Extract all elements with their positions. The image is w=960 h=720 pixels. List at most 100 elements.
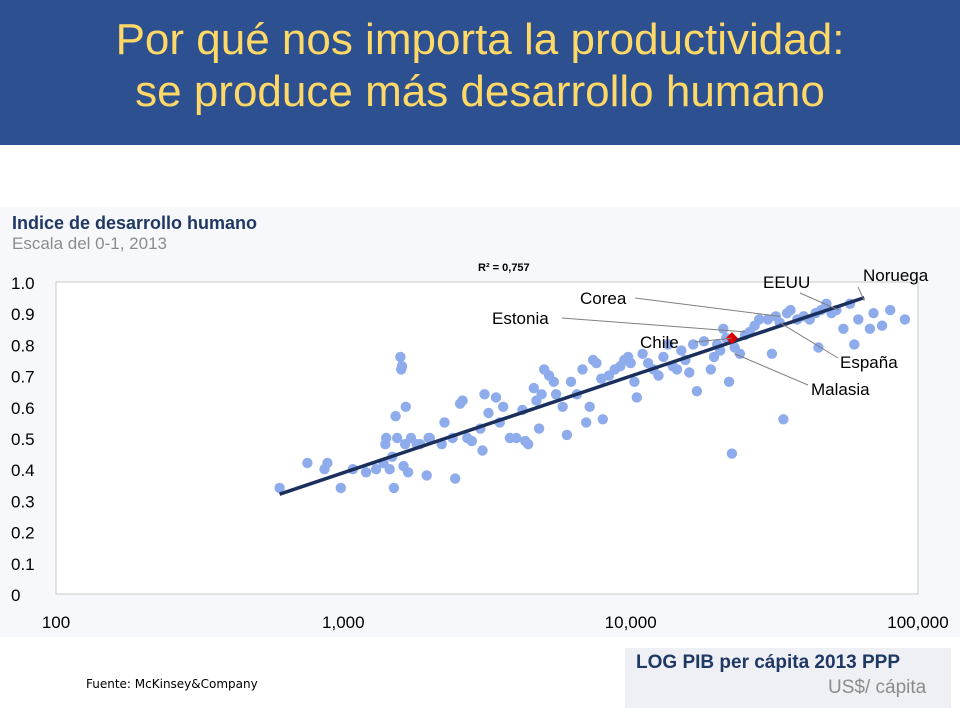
data-point xyxy=(396,361,408,372)
country-label: España xyxy=(840,353,898,372)
data-point xyxy=(625,357,636,369)
data-point xyxy=(821,298,832,309)
data-point xyxy=(868,308,879,319)
data-point xyxy=(688,339,699,350)
data-point xyxy=(548,376,559,387)
country-label: Corea xyxy=(580,289,627,308)
slide-title-line2: se produce más desarrollo humano xyxy=(135,67,825,116)
data-point xyxy=(477,445,488,456)
data-point xyxy=(565,376,577,387)
y-tick-label: 0.2 xyxy=(11,524,35,543)
data-point xyxy=(684,367,695,378)
r2-label: R² = 0,757 xyxy=(478,262,530,274)
label-leader-line xyxy=(561,317,746,333)
country-label: EEUU xyxy=(763,273,810,292)
data-point xyxy=(864,323,876,334)
data-point xyxy=(849,339,860,350)
data-point xyxy=(498,401,509,412)
data-point xyxy=(370,464,382,475)
data-point xyxy=(450,473,461,484)
data-point xyxy=(392,432,403,444)
slide-title-line1: Por qué nos importa la productividad: xyxy=(115,15,845,64)
data-point xyxy=(360,467,372,478)
data-point xyxy=(511,432,522,444)
slide-title: Por qué nos importa la productividad: se… xyxy=(0,14,960,118)
data-point xyxy=(785,304,796,316)
data-point xyxy=(691,386,703,397)
data-point xyxy=(718,323,729,334)
data-point xyxy=(653,370,664,381)
label-leader-line xyxy=(779,322,839,359)
y-tick-label: 0.7 xyxy=(11,368,35,387)
data-point xyxy=(302,457,313,469)
label-leader-line xyxy=(799,292,839,311)
y-tick-label: 0.3 xyxy=(11,492,35,511)
data-point xyxy=(490,392,502,403)
data-point xyxy=(384,464,395,475)
data-point xyxy=(381,432,392,444)
data-point xyxy=(597,414,608,425)
data-point xyxy=(536,389,547,400)
data-point xyxy=(853,314,864,325)
y-tick-label: 0.1 xyxy=(11,555,35,574)
data-point xyxy=(885,304,896,316)
data-point xyxy=(533,423,545,434)
plot-area xyxy=(55,281,919,595)
data-point xyxy=(726,448,738,459)
x-tick-label: 100,000 xyxy=(887,613,948,632)
data-point xyxy=(734,348,746,359)
y-tick-label: 1.0 xyxy=(11,274,35,293)
data-point xyxy=(395,351,406,363)
data-point xyxy=(388,482,400,494)
data-point xyxy=(662,339,674,350)
data-point xyxy=(400,401,411,412)
data-point xyxy=(479,389,490,400)
data-point xyxy=(561,429,573,441)
data-point xyxy=(274,482,285,494)
x-axis-title: LOG PIB per cápita 2013 PPP xyxy=(636,652,900,673)
country-label: Malasia xyxy=(811,380,870,399)
y-tick-label: 0.6 xyxy=(11,399,35,418)
y-tick-label: 0 xyxy=(11,586,20,605)
country-label: Estonia xyxy=(492,309,549,328)
data-point xyxy=(838,323,849,334)
x-axis-title-box xyxy=(625,648,951,708)
x-tick-label: 1,000 xyxy=(322,613,365,632)
data-point xyxy=(577,364,588,375)
slide-header: Por qué nos importa la productividad: se… xyxy=(0,0,960,145)
data-point xyxy=(424,432,435,444)
data-point xyxy=(483,407,494,419)
data-point xyxy=(528,382,539,394)
chart-title: Indice de desarrollo humano xyxy=(12,213,258,233)
data-point xyxy=(439,417,450,428)
data-point xyxy=(676,345,687,356)
data-point xyxy=(762,314,773,325)
data-point xyxy=(550,389,562,400)
label-leader-line xyxy=(734,353,809,386)
data-point xyxy=(457,395,468,406)
data-point xyxy=(876,320,888,331)
data-point xyxy=(557,401,568,412)
data-point xyxy=(723,376,735,387)
trend-line xyxy=(279,295,865,496)
data-point xyxy=(581,417,592,428)
country-label: Chile xyxy=(640,333,679,352)
data-point xyxy=(584,401,595,412)
data-point xyxy=(631,392,642,403)
x-axis-unit: US$/ cápita xyxy=(828,677,927,698)
data-point xyxy=(705,364,716,375)
label-leader-line xyxy=(634,297,780,317)
data-point xyxy=(754,314,765,325)
country-label: Noruega xyxy=(863,266,929,285)
data-point xyxy=(322,457,333,469)
data-point xyxy=(335,482,346,494)
y-tick-label: 0.4 xyxy=(11,461,35,480)
data-point xyxy=(629,376,640,387)
data-point xyxy=(591,357,602,369)
data-point xyxy=(637,348,648,359)
data-point xyxy=(402,467,414,478)
source-note: Fuente: McKinsey&Company xyxy=(86,677,258,691)
x-tick-label: 10,000 xyxy=(605,613,657,632)
label-leader-line xyxy=(694,337,732,343)
